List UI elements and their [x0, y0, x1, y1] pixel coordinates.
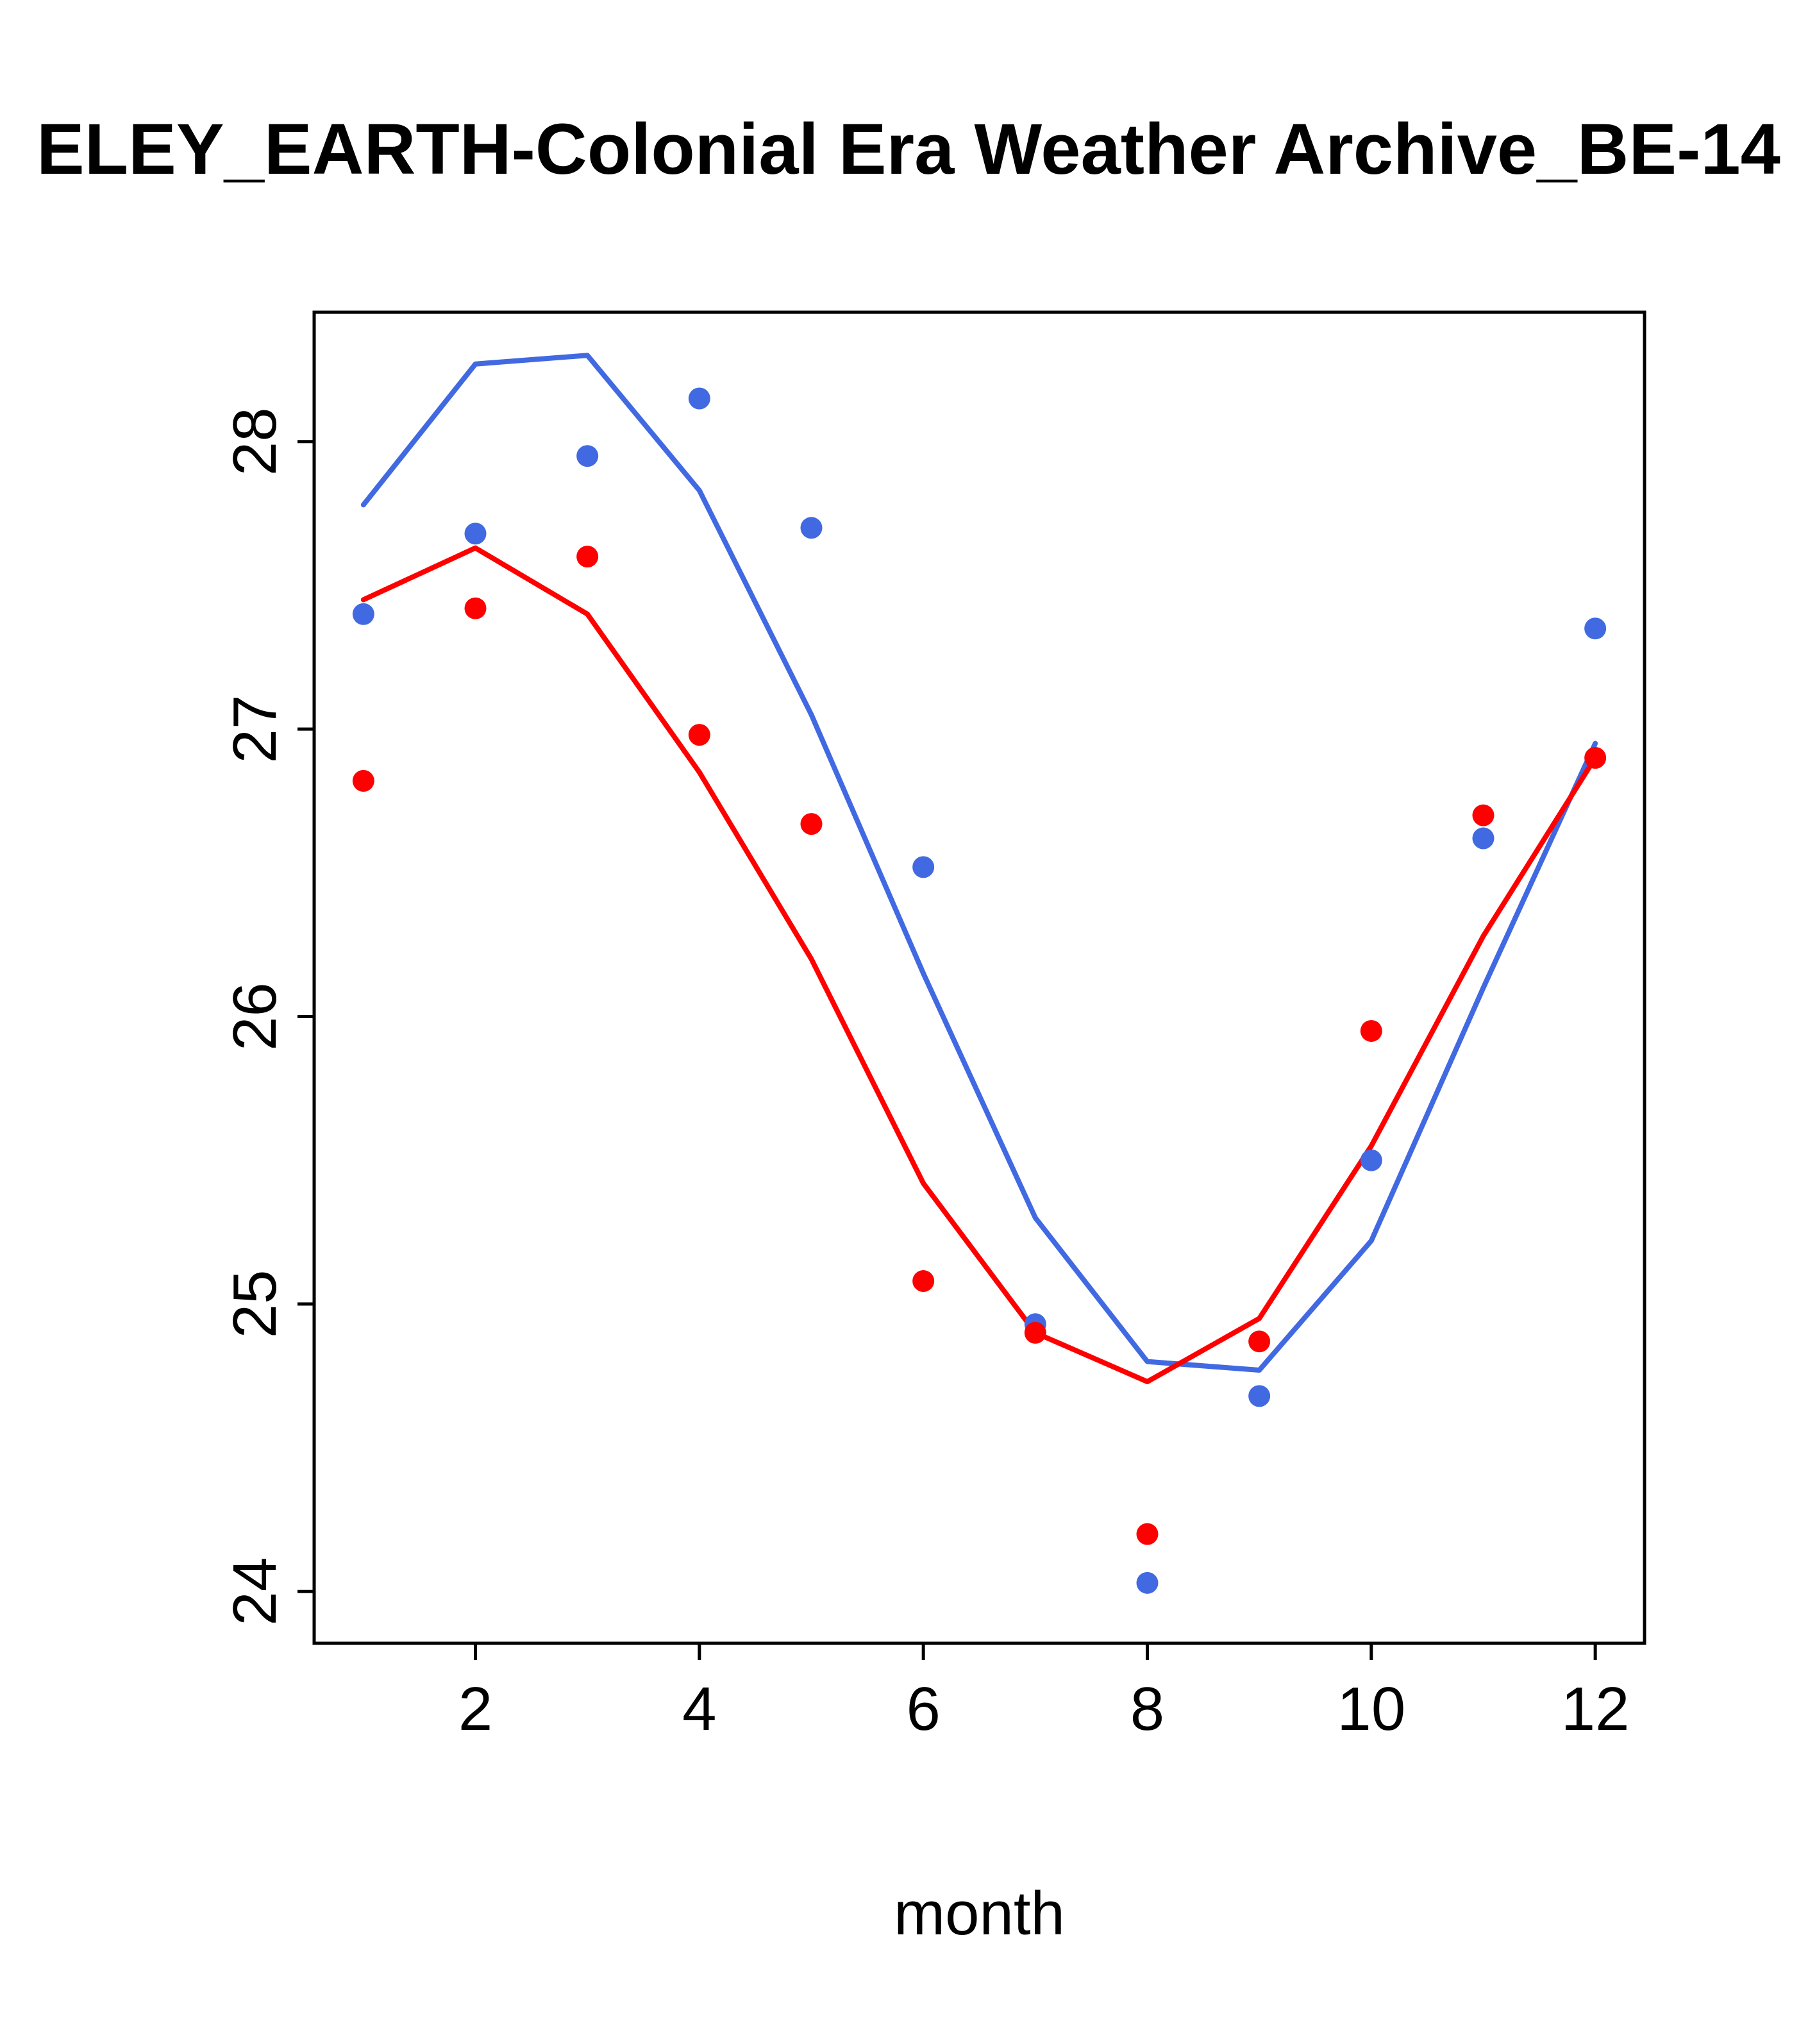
blue-points-point — [1360, 1149, 1382, 1171]
y-tick-label: 26 — [221, 982, 289, 1051]
blue-points-point — [464, 523, 487, 545]
blue-points-point — [1472, 827, 1495, 850]
red-points-point — [1024, 1321, 1046, 1344]
y-tick-label: 24 — [221, 1557, 289, 1626]
y-tick-label: 25 — [221, 1270, 289, 1339]
y-tick-label: 27 — [221, 695, 289, 764]
plot-box — [312, 310, 1646, 1645]
red-line — [360, 545, 1598, 1384]
red-points-point — [1360, 1019, 1382, 1042]
blue-points-point — [1136, 1571, 1159, 1594]
blue-points-point — [688, 387, 710, 410]
chart-title: ELEY_EARTH-Colonial Era Weather Archive_… — [37, 109, 1780, 189]
x-tick-label: 10 — [1337, 1675, 1405, 1743]
blue-line — [360, 353, 1598, 1373]
red-points-point — [352, 769, 374, 792]
y-tick-label: 28 — [221, 407, 289, 476]
blue-points-point — [1248, 1385, 1271, 1407]
x-tick-label: 12 — [1561, 1675, 1630, 1743]
x-tick-label: 8 — [1130, 1675, 1164, 1743]
x-tick-label: 4 — [682, 1675, 716, 1743]
red-points-point — [464, 597, 487, 619]
x-tick-label: 2 — [458, 1675, 492, 1743]
red-points-point — [800, 813, 823, 835]
x-axis-label: month — [894, 1879, 1065, 1948]
red-points-point — [688, 724, 710, 746]
blue-points-point — [1584, 617, 1607, 640]
blue-points-point — [912, 856, 935, 878]
blue-points-point — [352, 603, 374, 625]
x-tick-label: 6 — [906, 1675, 940, 1743]
red-points-point — [1472, 804, 1495, 826]
blue-points-point — [576, 445, 599, 467]
red-points-point — [1584, 746, 1607, 769]
red-points-point — [912, 1270, 935, 1293]
red-points-point — [576, 546, 599, 568]
red-points-point — [1136, 1523, 1159, 1545]
blue-points-point — [800, 517, 823, 539]
red-points-point — [1248, 1330, 1271, 1353]
